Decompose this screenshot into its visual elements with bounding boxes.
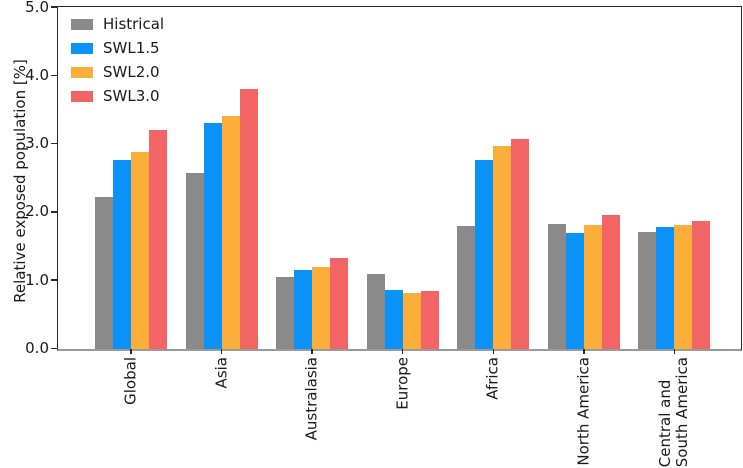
bar-swl3-0-global [149,130,167,349]
plot-area: Histrical SWL1.5 SWL2.0 SWL3.0 [57,6,742,351]
x-tick-mark [583,349,585,354]
bar-swl3-0-north-america [601,215,620,349]
x-tick-mark [673,349,676,354]
bar-histrical-central-and [638,231,657,349]
x-tick-label: Europe [393,357,412,410]
y-tick-mark [51,347,57,350]
y-tick-label: 4.0 [25,65,49,84]
bar-histrical-asia [185,172,204,349]
y-tick-label: 0.0 [25,339,49,357]
legend-swatch-icon [71,66,93,78]
y-tick-label: 5.0 [25,0,49,16]
legend-swatch-icon [71,18,93,30]
y-tick-mark [51,279,57,281]
bar-swl1-5-north-america [565,232,584,349]
x-tick-mark [311,349,313,354]
y-tick-mark [51,74,57,77]
x-tick-mark [130,349,132,354]
bar-swl1-5-asia [203,122,222,349]
bar-histrical-global [95,196,113,349]
bar-swl2-0-north-america [583,225,602,349]
legend-swatch-icon [71,90,93,102]
legend-label: SWL1.5 [103,39,160,57]
x-tick-mark [220,349,223,354]
legend-label: Histrical [103,15,165,33]
bar-swl1-5-global [113,159,131,349]
bar-swl3-0-africa [511,139,530,349]
bar-swl1-5-europe [384,290,403,349]
bar-swl2-0-global [131,151,149,349]
legend-swatch-icon [71,42,93,54]
bar-histrical-north-america [547,224,566,349]
legend-item-histrical: Histrical [71,12,164,36]
x-tick-label: North America [574,357,593,466]
y-tick-label: 2.0 [25,202,49,221]
y-tick-mark [51,142,57,145]
legend-label: SWL3.0 [103,87,160,105]
bar-swl2-0-africa [493,146,512,349]
y-tick-mark [51,6,57,8]
y-tick-mark [51,211,57,213]
x-tick-label: Asia [212,357,231,389]
x-tick-label: Australasia [302,357,321,441]
bar-swl2-0-europe [402,293,421,349]
bar-swl3-0-australasia [330,258,349,349]
legend-item-swl2-0: SWL2.0 [71,60,164,84]
bar-histrical-africa [457,226,476,349]
bar-swl2-0-central-and [674,225,693,349]
bar-swl2-0-australasia [312,267,331,349]
bar-swl3-0-europe [420,290,439,349]
x-tick-label: Africa [483,357,502,400]
legend-item-swl1-5: SWL1.5 [71,36,164,60]
x-tick-mark [401,349,404,354]
bar-histrical-europe [366,273,385,349]
bar-swl1-5-australasia [294,269,313,349]
legend: Histrical SWL1.5 SWL2.0 SWL3.0 [71,12,164,108]
legend-item-swl3-0: SWL3.0 [71,84,164,108]
y-tick-label: 3.0 [25,134,49,153]
x-tick-label: Central and South America [656,357,692,468]
bar-swl3-0-central-and [692,221,711,349]
bar-histrical-australasia [276,277,295,349]
legend-label: SWL2.0 [103,63,160,81]
x-tick-label: Global [121,357,140,405]
bar-swl2-0-asia [221,116,240,349]
x-tick-mark [492,349,495,354]
bar-swl1-5-africa [475,159,494,349]
bar-swl1-5-central-and [656,227,675,349]
y-tick-label: 1.0 [25,270,49,289]
bar-swl3-0-asia [239,88,258,349]
y-axis-label: Relative exposed population [%] [11,59,29,303]
